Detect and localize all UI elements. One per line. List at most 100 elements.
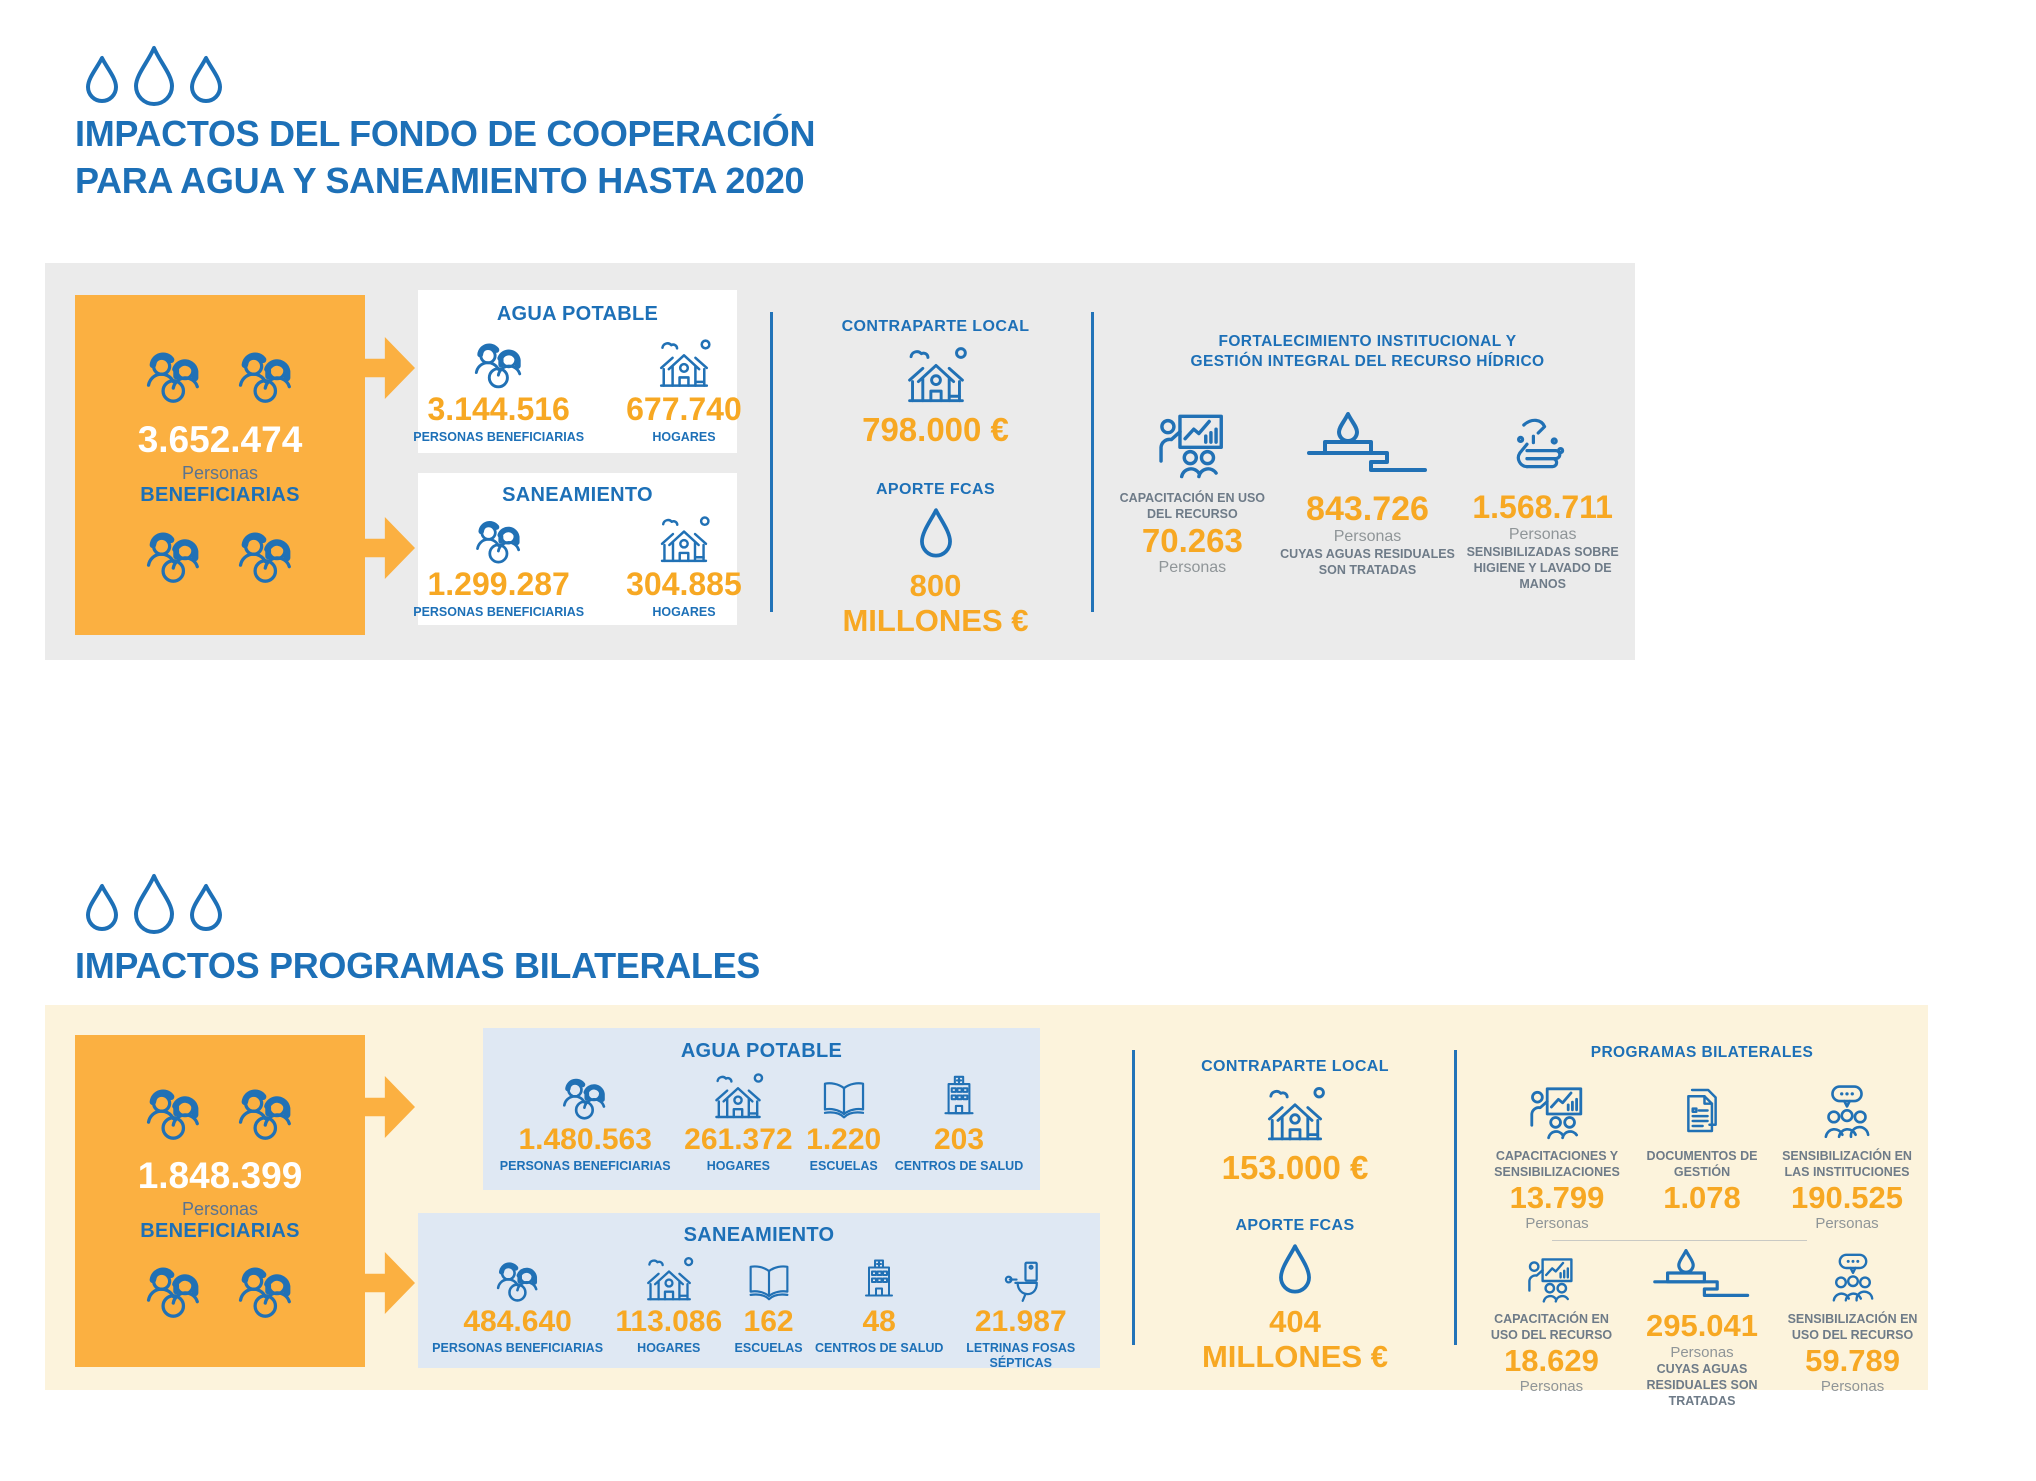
house-icon [653, 512, 715, 567]
agua-potable-stats: 1.480.563 PERSONAS BENEFICIARIAS 261.372… [483, 1067, 1040, 1173]
beneficiaries-label: BENEFICIARIAS [140, 1219, 300, 1242]
handwashing-icon [1503, 408, 1583, 482]
group-speech-icon [1814, 1080, 1880, 1142]
family-icon [555, 1071, 615, 1123]
family-icon [229, 343, 303, 407]
documents-icon [1671, 1079, 1733, 1142]
house-icon [898, 342, 974, 408]
stat-label: ESCUELAS [809, 1158, 878, 1173]
item-label: SENSIBILIZADAS SOBRE HIGIENE Y LAVADO DE… [1466, 544, 1619, 592]
family-icon [137, 1258, 211, 1322]
item-label: DOCUMENTOS DE GESTIÓN [1646, 1149, 1758, 1180]
family-icon [137, 343, 211, 407]
stat-value: 1.480.563 [518, 1123, 652, 1156]
vertical-divider [1091, 312, 1094, 612]
item-capacitacion: CAPACITACIÓN EN USO DEL RECURSO 70.263 P… [1115, 396, 1270, 593]
item-label: CAPACITACIONES Y SENSIBILIZACIONES [1494, 1149, 1620, 1180]
contraparte-value: 798.000 € [862, 411, 1009, 448]
saneamiento-box-bilateral: SANEAMIENTO 484.640 PERSONAS BENEFICIARI… [418, 1213, 1100, 1370]
stat-label: HOGARES [637, 1340, 701, 1355]
families-row [137, 523, 303, 587]
stat-value: 1.220 [806, 1123, 882, 1156]
stat-value: 48 [862, 1305, 896, 1338]
stat-hogares: 113.086 HOGARES [615, 1251, 722, 1372]
saneamiento-title: SANEAMIENTO [502, 484, 653, 506]
item-value: 1.568.711 [1472, 489, 1613, 525]
stat-value: 162 [743, 1305, 794, 1338]
funding-column-bilateral: CONTRAPARTE LOCAL 153.000 € APORTE FCAS … [1170, 1058, 1420, 1374]
school-book-icon [742, 1261, 796, 1305]
item-value: 1.078 [1663, 1179, 1741, 1215]
water-drops-icon [86, 46, 222, 106]
stat-personas: 1.299.287 PERSONAS BENEFICIARIAS [413, 511, 584, 619]
stat-label: ESCUELAS [734, 1340, 803, 1355]
stat-escuelas: 1.220 ESCUELAS [806, 1067, 881, 1173]
health-center-icon [933, 1067, 985, 1123]
stat-value: 304.885 [626, 566, 742, 602]
house-icon [1258, 1082, 1332, 1146]
water-treatment-icon [1642, 1249, 1762, 1305]
stat-value: 21.987 [974, 1305, 1067, 1338]
stat-label: LETRINAS FOSAS SÉPTICAS [966, 1340, 1076, 1371]
item-capacitacion-recurso: CAPACITACIÓN EN USO DEL RECURSO 18.629 P… [1482, 1249, 1621, 1409]
contraparte-title: CONTRAPARTE LOCAL [1201, 1058, 1389, 1075]
water-drop-icon [1268, 1241, 1322, 1299]
beneficiaries-unit: Personas [181, 1198, 259, 1219]
item-label: CAPACITACIÓN EN USO DEL RECURSO [1119, 491, 1266, 522]
group-speech-icon [1823, 1249, 1883, 1305]
stat-hogares: 677.740 HOGARES [626, 332, 742, 444]
stat-value: 113.086 [615, 1305, 723, 1338]
agua-potable-box-bilateral: AGUA POTABLE 1.480.563 PERSONAS BENEFICI… [483, 1028, 1040, 1190]
house-icon [652, 335, 716, 392]
item-label: CUYAS AGUAS RESIDUALES SON TRATADAS [1280, 547, 1455, 578]
agua-potable-title: AGUA POTABLE [496, 303, 659, 325]
latrine-toilet-icon [993, 1253, 1049, 1305]
stat-centros-salud: 203 CENTROS DE SALUD [895, 1067, 1023, 1173]
family-icon [229, 1080, 303, 1144]
fortalecimiento-items: CAPACITACIÓN EN USO DEL RECURSO 70.263 P… [1115, 396, 1620, 593]
stat-value: 3.144.516 [427, 391, 570, 427]
family-icon [137, 1080, 211, 1144]
item-aguas-tratadas: 295.041 Personas CUYAS AGUAS RESIDUALES … [1621, 1249, 1783, 1409]
section1-title: IMPACTOS DEL FONDO DE COOPERACIÓN PARA A… [75, 110, 815, 204]
stat-centros-salud: 48 CENTROS DE SALUD [815, 1251, 943, 1372]
health-center-icon [854, 1251, 904, 1305]
family-icon [229, 1258, 303, 1322]
item-label: CUYAS AGUAS RESIDUALES SON TRATADAS [1646, 1361, 1758, 1409]
stat-label: PERSONAS BENEFICIARIAS [499, 1158, 671, 1173]
beneficiaries-box-bilateral: 1.848.399 Personas BENEFICIARIAS [75, 1035, 365, 1367]
section1-title-line1: IMPACTOS DEL FONDO DE COOPERACIÓN [75, 113, 816, 154]
stat-personas: 484.640 PERSONAS BENEFICIARIAS [432, 1251, 603, 1372]
item-value: 18.629 [1504, 1342, 1599, 1378]
stat-value: 1.299.287 [427, 566, 570, 602]
families-row [137, 1258, 303, 1322]
item-label: CAPACITACIÓN EN USO DEL RECURSO [1490, 1312, 1613, 1343]
house-icon [640, 1253, 698, 1305]
contraparte-value: 153.000 € [1221, 1149, 1369, 1186]
aporte-title: APORTE FCAS [1235, 1216, 1355, 1234]
item-sensibilizadas: 1.568.711 Personas SENSIBILIZADAS SOBRE … [1465, 396, 1620, 593]
item-value: 70.263 [1141, 521, 1243, 559]
programas-title: PROGRAMAS BILATERALES [1590, 1044, 1814, 1061]
stat-label: PERSONAS BENEFICIARIAS [413, 604, 585, 619]
beneficiaries-unit: Personas [181, 462, 259, 483]
item-unit: Personas [1333, 528, 1402, 546]
item-sensibilizacion-instituciones: SENSIBILIZACIÓN EN LAS INSTITUCIONES 190… [1772, 1076, 1922, 1232]
stat-label: PERSONAS BENEFICIARIAS [413, 429, 585, 444]
stat-label: PERSONAS BENEFICIARIAS [432, 1340, 604, 1355]
item-unit: Personas [1525, 1215, 1589, 1233]
agua-potable-title: AGUA POTABLE [680, 1040, 843, 1062]
stat-escuelas: 162 ESCUELAS [735, 1251, 803, 1372]
beneficiaries-value: 3.652.474 [137, 419, 303, 461]
families-row [137, 1080, 303, 1144]
water-drops-icon [86, 874, 222, 934]
house-icon [708, 1069, 768, 1123]
item-documentos: DOCUMENTOS DE GESTIÓN 1.078 [1637, 1076, 1767, 1232]
aporte-value: 404 [1269, 1303, 1321, 1339]
stat-value: 261.372 [684, 1123, 793, 1156]
training-presentation-icon [1522, 1079, 1592, 1142]
stat-label: CENTROS DE SALUD [894, 1158, 1024, 1173]
item-label: SENSIBILIZACIÓN EN USO DEL RECURSO [1787, 1312, 1918, 1343]
stat-letrinas: 21.987 LETRINAS FOSAS SÉPTICAS [956, 1251, 1086, 1372]
